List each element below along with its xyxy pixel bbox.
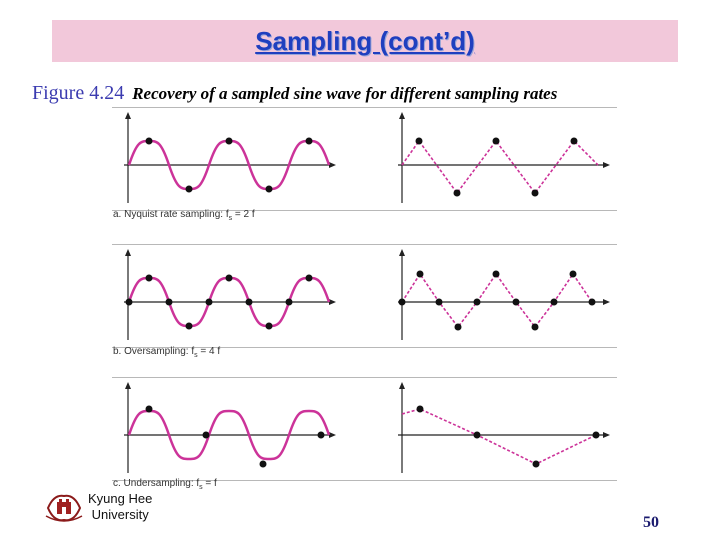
sample-dot xyxy=(145,137,153,145)
sample-dot xyxy=(259,460,267,468)
y-axis-arrow xyxy=(399,112,405,119)
university-name: Kyung Hee University xyxy=(88,491,152,523)
sample-dot xyxy=(285,298,293,306)
sample-dot xyxy=(145,274,153,282)
sample-dot xyxy=(473,298,481,306)
panel-label-text: a. Nyquist rate sampling: f xyxy=(113,209,229,220)
sample-dot xyxy=(265,322,273,330)
panel-oversampling xyxy=(112,244,617,348)
panel-undersampling-svg xyxy=(124,382,610,473)
panel-label-text: b. Oversampling: f xyxy=(113,346,195,357)
sample-dot xyxy=(125,298,133,306)
sample-dot xyxy=(305,137,313,145)
oversampling-original-plot xyxy=(124,249,336,340)
sample-dot xyxy=(145,405,153,413)
sample-dot xyxy=(550,298,558,306)
sample-dot xyxy=(453,189,461,197)
university-logo-icon xyxy=(45,494,83,522)
figure-number: Figure 4.24 xyxy=(32,82,125,104)
slide-title-bar: Sampling (cont’d) xyxy=(52,20,678,62)
undersampling-recovered-plot xyxy=(398,382,610,473)
recovered-wave xyxy=(401,139,599,195)
y-axis-arrow xyxy=(399,382,405,389)
y-axis-arrow xyxy=(125,112,131,119)
sample-dot xyxy=(473,431,481,439)
sample-dot xyxy=(512,298,520,306)
panel-label-nyquist: a. Nyquist rate sampling: fs = 2 f xyxy=(113,209,255,222)
page-number: 50 xyxy=(643,514,659,531)
sample-dot xyxy=(165,298,173,306)
sample-dot xyxy=(317,431,325,439)
sample-dot xyxy=(492,270,500,278)
y-axis-arrow xyxy=(399,249,405,256)
panel-label-sub: s xyxy=(199,484,203,491)
panel-label-undersampling: c. Undersampling: fs = f xyxy=(113,478,217,491)
sample-dot xyxy=(570,137,578,145)
x-axis-arrow xyxy=(603,432,610,438)
panel-label-text: c. Undersampling: f xyxy=(113,478,200,489)
sample-dot xyxy=(592,431,600,439)
sample-dot xyxy=(225,137,233,145)
sine-wave xyxy=(127,409,331,461)
sample-dot xyxy=(531,189,539,197)
panel-label-sub: s xyxy=(194,352,198,359)
university-name-line1: Kyung Hee xyxy=(88,491,153,506)
sample-dot xyxy=(569,270,577,278)
nyquist-original-plot xyxy=(124,112,336,203)
panel-label-suffix: = 4 f xyxy=(197,346,221,357)
panel-nyquist-svg xyxy=(124,112,610,203)
sample-dot xyxy=(435,298,443,306)
sample-dot xyxy=(532,460,540,468)
recovered-wave xyxy=(401,408,597,465)
panel-label-suffix: = f xyxy=(202,478,217,489)
panel-nyquist xyxy=(112,107,617,211)
sample-dot xyxy=(305,274,313,282)
sample-dot xyxy=(454,323,462,331)
undersampling-original-plot xyxy=(124,382,336,473)
sample-dot xyxy=(185,185,193,193)
x-axis-arrow xyxy=(329,432,336,438)
sample-dot xyxy=(265,185,273,193)
sample-dot xyxy=(531,323,539,331)
sample-dot xyxy=(398,298,406,306)
oversampling-recovered-plot xyxy=(398,249,610,340)
x-axis-arrow xyxy=(329,299,336,305)
sample-dot xyxy=(416,270,424,278)
panel-label-sub: s xyxy=(228,215,233,222)
figure-description: Recovery of a sampled sine wave for diff… xyxy=(132,84,558,103)
sample-dot xyxy=(202,431,210,439)
panel-oversampling-svg xyxy=(124,249,610,340)
panel-undersampling xyxy=(112,377,617,481)
x-axis-arrow xyxy=(329,162,336,168)
slide-title: Sampling (cont’d) xyxy=(255,25,475,56)
recovered-wave xyxy=(401,272,593,329)
sample-dot xyxy=(492,137,500,145)
figure-caption: Figure 4.24 Recovery of a sampled sine wa… xyxy=(32,82,557,105)
nyquist-recovered-plot xyxy=(398,112,610,203)
panel-label-oversampling: b. Oversampling: fs = 4 f xyxy=(113,346,220,359)
sample-dot xyxy=(205,298,213,306)
x-axis-arrow xyxy=(603,299,610,305)
sample-dot xyxy=(588,298,596,306)
x-axis-arrow xyxy=(603,162,610,168)
sample-dot xyxy=(245,298,253,306)
panel-label-suffix: = 2 f xyxy=(232,209,255,220)
university-name-line2: University xyxy=(91,507,149,522)
sample-dot xyxy=(415,137,423,145)
sample-dot xyxy=(416,405,424,413)
sample-dot xyxy=(225,274,233,282)
y-axis-arrow xyxy=(125,382,131,389)
sample-dot xyxy=(185,322,193,330)
y-axis-arrow xyxy=(125,249,131,256)
